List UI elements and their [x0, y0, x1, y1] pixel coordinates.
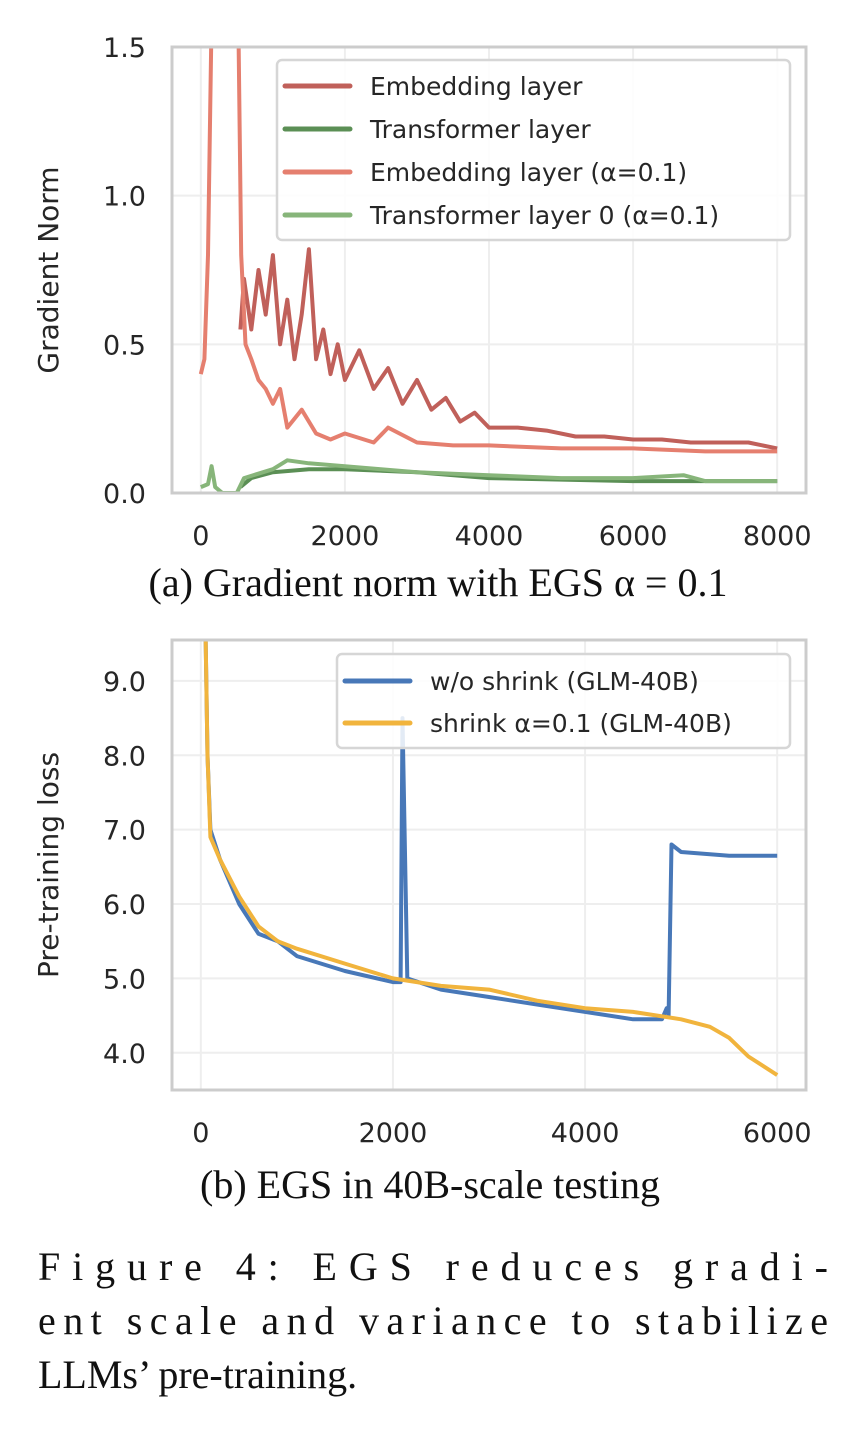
x-tick-label: 6000 [599, 521, 668, 552]
y-tick-label: 7.0 [103, 816, 146, 847]
y-tick-label: 1.5 [103, 33, 146, 64]
x-tick-label: 8000 [743, 521, 812, 552]
y-tick-label: 1.0 [103, 182, 146, 213]
y-tick-label: 8.0 [103, 741, 146, 772]
legend-label: Transformer layer 0 (α=0.1) [369, 201, 719, 230]
legend-box [335, 652, 792, 750]
legend-label: Embedding layer (α=0.1) [370, 158, 687, 187]
x-tick-label: 0 [192, 521, 209, 552]
series-line-1 [203, 640, 779, 1077]
legend: w/o shrink (GLM-40B) shrink α=0.1 (GLM-40… [335, 652, 792, 750]
figure-caption-line-3: LLMs’ pre-training. [38, 1352, 357, 1397]
plot-frame [170, 45, 808, 495]
legend-label: Transformer layer [369, 115, 591, 144]
y-axis-label: Pre-training loss [32, 752, 65, 978]
legend-label: Embedding layer [370, 72, 583, 101]
plot-frame [170, 638, 808, 1092]
chart-pretraining-loss: 0 2000 4000 6000 4.0 5.0 6.0 7.0 8.0 9.0 Pre-train… [32, 638, 812, 1149]
legend-label: shrink α=0.1 (GLM-40B) [430, 709, 732, 738]
y-axis-label: Gradient Norm [32, 166, 65, 373]
x-tick-label: 2000 [311, 521, 380, 552]
y-tick-label: 4.0 [103, 1039, 146, 1070]
x-tick-label: 4000 [455, 521, 524, 552]
series-group [198, 47, 778, 493]
figure-caption-line-1: Figure 4: EGS reduces gradi- [38, 1244, 828, 1289]
x-tick-label: 6000 [743, 1118, 812, 1149]
series-group [203, 640, 779, 1077]
x-tick-label: 0 [192, 1118, 209, 1149]
subcaption-a: (a) Gradient norm with EGS α = 0.1 [149, 560, 728, 605]
legend-box [275, 58, 792, 242]
legend: Embedding layer Transformer layer Embeddin… [275, 58, 792, 242]
y-tick-label: 6.0 [103, 890, 146, 921]
legend-label: w/o shrink (GLM-40B) [430, 667, 699, 696]
figure-caption-line-2: ent scale and variance to stabilize [38, 1298, 828, 1343]
series-line-2 [198, 47, 778, 454]
series-line-0 [238, 247, 778, 451]
x-tick-label: 4000 [551, 1118, 620, 1149]
y-tick-label: 0.5 [103, 330, 146, 361]
series-line-3 [200, 458, 778, 493]
y-tick-label: 5.0 [103, 964, 146, 995]
y-tick-label: 0.0 [103, 479, 146, 510]
chart-gradient-norm: 0 2000 4000 6000 8000 0.0 0.5 1.0 1.5 Gradient No… [32, 33, 812, 552]
x-tick-label: 2000 [359, 1118, 428, 1149]
y-tick-label: 9.0 [103, 667, 146, 698]
subcaption-b: (b) EGS in 40B-scale testing [200, 1162, 660, 1207]
